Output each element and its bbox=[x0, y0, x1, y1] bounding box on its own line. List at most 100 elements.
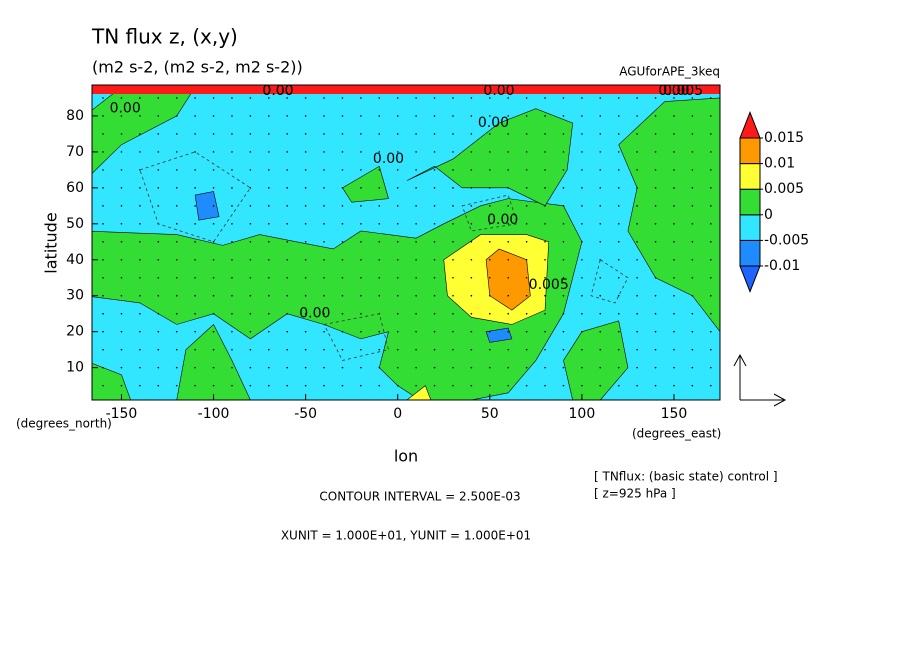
vector-dot bbox=[360, 258, 362, 261]
vector-dot bbox=[249, 205, 252, 207]
vector-dot bbox=[581, 312, 583, 315]
vector-dot bbox=[433, 115, 436, 117]
vector-dot bbox=[249, 330, 252, 333]
vector-dot bbox=[267, 294, 270, 297]
vector-dot bbox=[341, 169, 344, 171]
vector-dot bbox=[102, 151, 104, 153]
vector-dot bbox=[194, 133, 196, 135]
vector-dot bbox=[562, 169, 565, 171]
region bbox=[176, 323, 251, 400]
vector-dot bbox=[323, 133, 325, 135]
vector-dot bbox=[544, 133, 546, 135]
vector-dot bbox=[212, 366, 215, 369]
vector-dot bbox=[212, 294, 215, 297]
vector-dot bbox=[378, 258, 381, 261]
vector-dot bbox=[304, 115, 307, 117]
vector-dot bbox=[709, 205, 712, 207]
colorbar-label: -0.01 bbox=[764, 258, 800, 274]
vector-dot bbox=[231, 330, 233, 333]
chart-subtitle: (m2 s-2, (m2 s-2, m2 s-2)) bbox=[92, 58, 303, 77]
contour-line bbox=[139, 151, 251, 243]
vector-dot bbox=[415, 240, 417, 243]
vector-dot bbox=[378, 240, 381, 243]
vector-dot bbox=[654, 169, 657, 171]
vector-dot bbox=[525, 223, 528, 225]
vector-dot bbox=[267, 330, 270, 333]
vector-dot bbox=[654, 258, 657, 261]
vector-dot bbox=[360, 312, 362, 315]
vector-dot bbox=[488, 384, 491, 387]
vector-dot bbox=[267, 97, 270, 99]
vector-dot bbox=[562, 187, 565, 189]
vector-dot bbox=[396, 258, 399, 261]
vector-dot bbox=[341, 223, 344, 225]
vector-dot bbox=[470, 276, 473, 279]
vector-dot bbox=[157, 187, 160, 189]
vector-dot bbox=[231, 276, 233, 279]
vector-dot bbox=[581, 294, 583, 297]
vector-dot bbox=[525, 366, 528, 369]
vector-dot bbox=[157, 97, 160, 99]
vector-dot bbox=[673, 366, 675, 369]
vector-dot bbox=[525, 115, 528, 117]
y-tick-label: 30 bbox=[66, 288, 84, 304]
vector-dot bbox=[673, 276, 675, 279]
vector-dot bbox=[654, 330, 657, 333]
vector-dot bbox=[267, 240, 270, 243]
vector-dot bbox=[139, 258, 141, 261]
info: [ z=925 hPa ] bbox=[594, 487, 676, 501]
vector-dot bbox=[286, 205, 289, 207]
vector-dot bbox=[562, 240, 565, 243]
vector-dot bbox=[102, 258, 104, 261]
vector-dot bbox=[120, 258, 123, 261]
vector-dot bbox=[249, 97, 252, 99]
vector-dot bbox=[452, 205, 454, 207]
vector-dot bbox=[231, 366, 233, 369]
vector-dot bbox=[360, 151, 362, 153]
vector-dot bbox=[194, 169, 196, 171]
x-tick-label: -100 bbox=[198, 406, 230, 422]
vector-dot bbox=[433, 330, 436, 333]
vector-dot bbox=[654, 366, 657, 369]
vector-dot bbox=[507, 151, 510, 153]
vector-dot bbox=[194, 240, 196, 243]
vector-dot bbox=[396, 187, 399, 189]
vector-dot bbox=[231, 187, 233, 189]
vector-dot bbox=[139, 115, 141, 117]
vector-dot bbox=[323, 115, 325, 117]
vector-dot bbox=[139, 205, 141, 207]
vector-dot bbox=[617, 151, 620, 153]
vector-dot bbox=[396, 312, 399, 315]
vector-dot bbox=[175, 348, 178, 351]
vector-dot bbox=[157, 258, 160, 261]
vector-dot bbox=[415, 205, 417, 207]
vector-dot bbox=[433, 294, 436, 297]
vector-dot bbox=[231, 312, 233, 315]
vector-dot bbox=[231, 97, 233, 99]
vector-dot bbox=[212, 384, 215, 387]
vector-dot bbox=[415, 169, 417, 171]
vector-dot bbox=[212, 258, 215, 261]
vector-dot bbox=[267, 258, 270, 261]
vector-dot bbox=[433, 97, 436, 99]
vector-dot bbox=[599, 240, 602, 243]
vector-dot bbox=[544, 240, 546, 243]
vector-dot bbox=[194, 115, 196, 117]
vector-dot bbox=[267, 151, 270, 153]
vector-dot bbox=[120, 223, 123, 225]
x-unit: (degrees_east) bbox=[632, 427, 721, 441]
vector-dot bbox=[139, 133, 141, 135]
vector-dot bbox=[304, 384, 307, 387]
vector-dot bbox=[212, 133, 215, 135]
vector-dot bbox=[396, 205, 399, 207]
contour-label: 0.00 bbox=[262, 83, 293, 99]
vector-dot bbox=[175, 97, 178, 99]
vector-dot bbox=[673, 294, 675, 297]
vector-dot bbox=[599, 276, 602, 279]
vector-dot bbox=[415, 187, 417, 189]
vector-dot bbox=[433, 384, 436, 387]
vector-dot bbox=[544, 330, 546, 333]
vector-dot bbox=[433, 366, 436, 369]
vector-dot bbox=[525, 384, 528, 387]
